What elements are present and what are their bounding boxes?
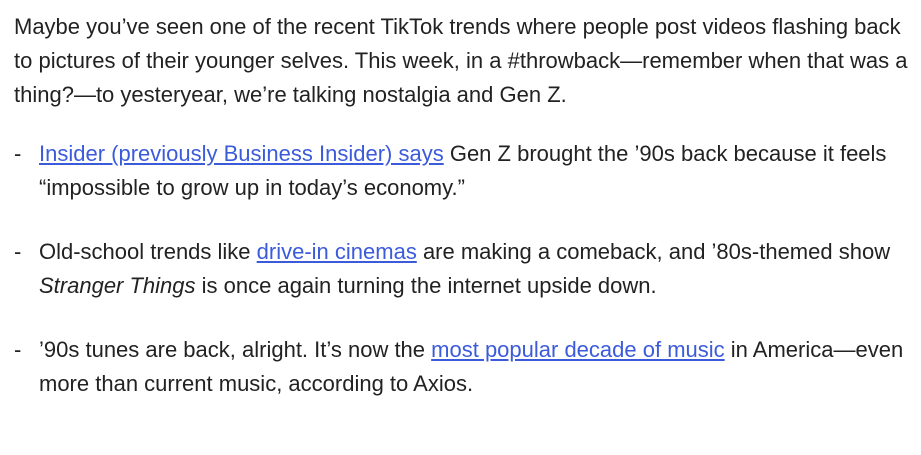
bullet-marker: -: [14, 239, 22, 264]
intro-paragraph: Maybe you’ve seen one of the recent TikT…: [14, 14, 908, 107]
article-body: Maybe you’ve seen one of the recent TikT…: [14, 14, 911, 401]
bullet-item-1: - Insider (previously Business Insider) s…: [14, 137, 911, 205]
bullet-marker: -: [14, 141, 22, 166]
bullet-1-text: Gen Z brought the ’90s back because it f…: [39, 141, 887, 200]
drive-in-cinemas-link[interactable]: drive-in cinemas: [256, 239, 417, 264]
bullet-marker: -: [14, 337, 22, 362]
popular-decade-link[interactable]: most popular decade of music: [431, 337, 725, 362]
bullet-2-text-middle: are making a comeback, and ’80s-themed s…: [416, 239, 891, 264]
bullet-list: - Insider (previously Business Insider) s…: [14, 137, 911, 401]
show-title: Stranger Things: [39, 273, 196, 298]
bullet-3-text-end: in America—even more than current music,…: [39, 337, 904, 396]
bullet-2-text-end: is once again turning the internet upsid…: [195, 273, 657, 298]
bullet-item-2: - Old-school trends like drive-in cinemas…: [14, 235, 911, 303]
bullet-3-text-start: ’90s tunes are back, alright. It’s now t…: [39, 337, 432, 362]
insider-link[interactable]: Insider (previously Business Insider) sa…: [39, 141, 444, 166]
bullet-item-3: - ’90s tunes are back, alright. It’s now …: [14, 333, 911, 401]
bullet-2-text-start: Old-school trends like: [39, 239, 257, 264]
